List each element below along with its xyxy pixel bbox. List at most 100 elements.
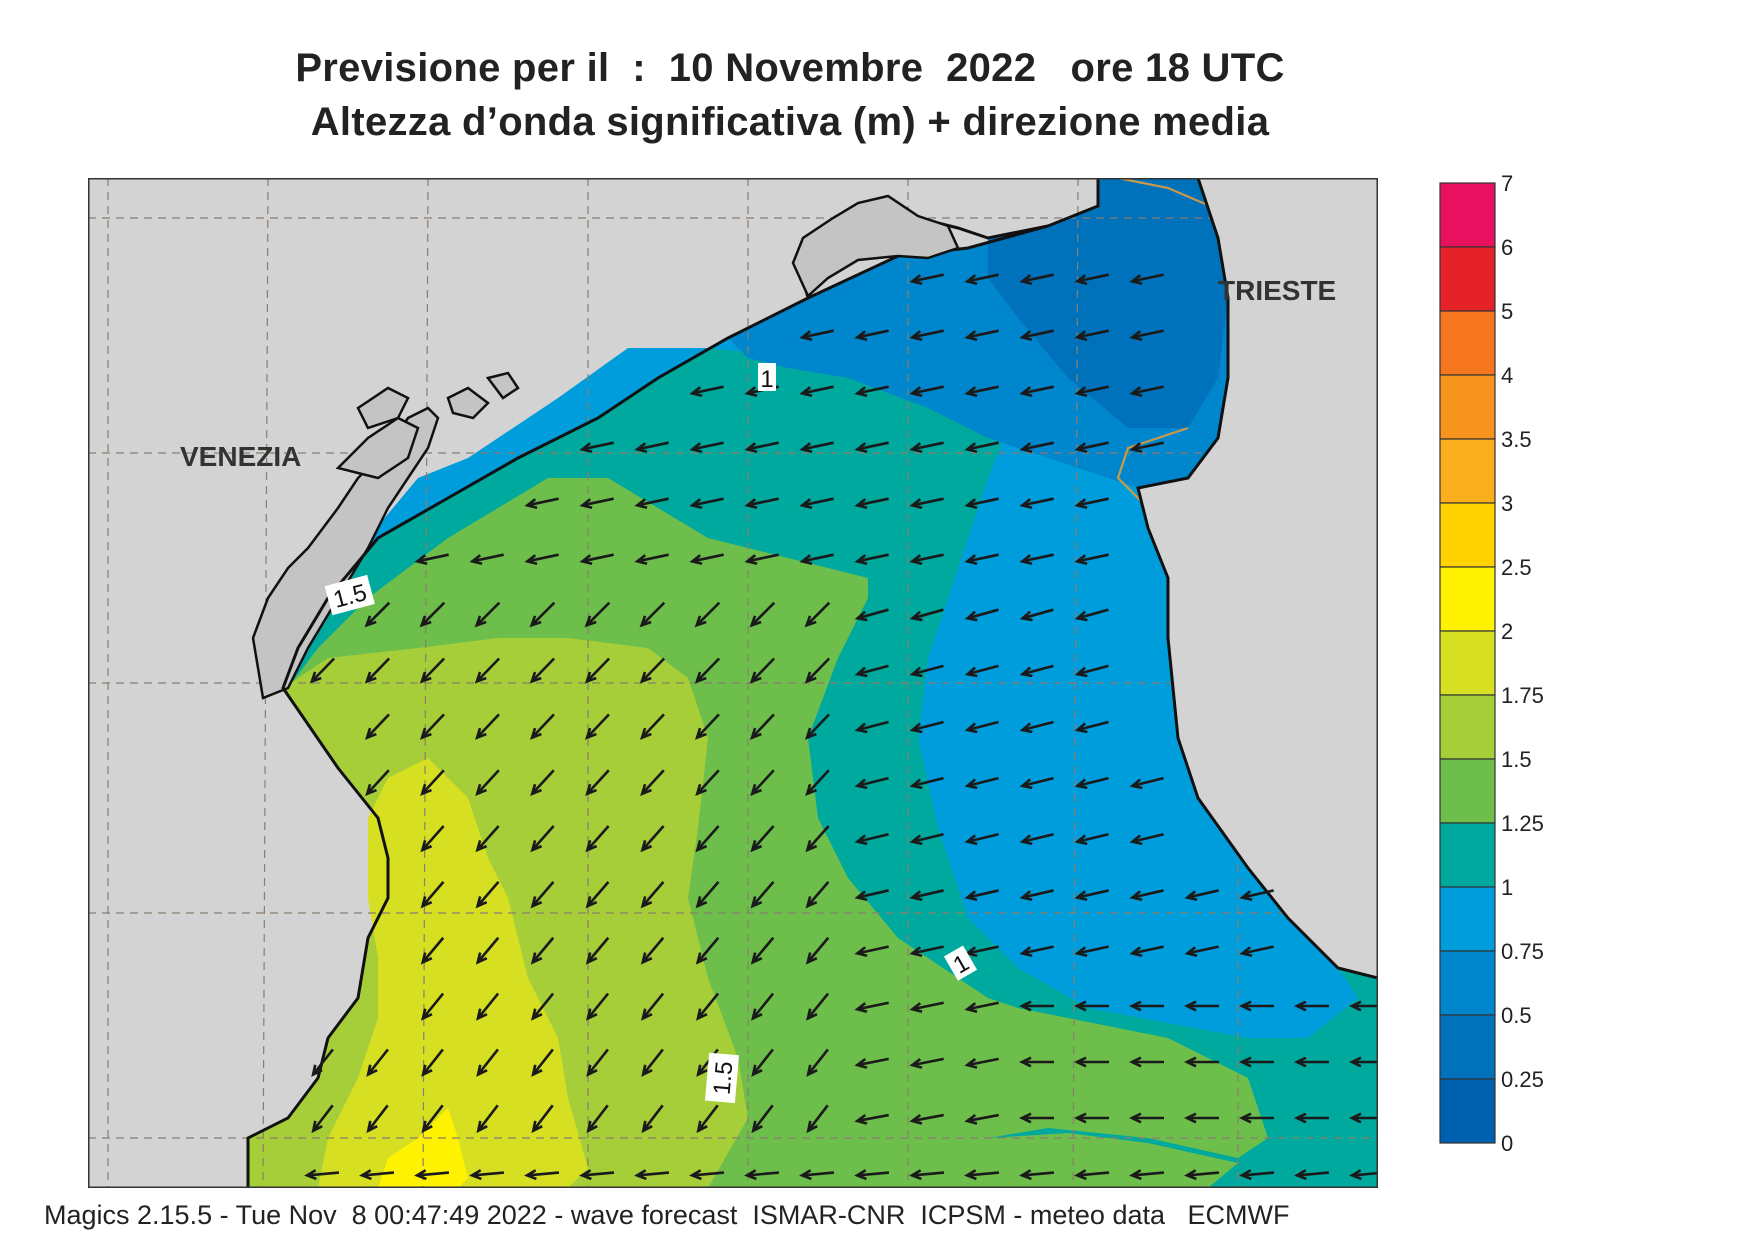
wave-arrow	[854, 1057, 889, 1069]
wave-arrow	[964, 889, 999, 902]
wave-arrow	[964, 385, 999, 397]
wave-arrow	[1129, 889, 1164, 902]
wave-arrow	[584, 713, 610, 740]
wave-arrow	[1349, 1169, 1378, 1181]
legend-swatch	[1439, 374, 1496, 440]
legend-swatch	[1439, 758, 1496, 824]
wave-arrow	[640, 881, 665, 909]
wave-arrow	[744, 553, 779, 565]
wave-arrow	[476, 992, 500, 1021]
wave-arrow	[419, 601, 446, 628]
wave-arrow	[1074, 497, 1109, 509]
wave-arrow	[750, 769, 775, 797]
city-label-trieste: TRIESTE	[1218, 275, 1336, 306]
wave-arrow	[531, 1048, 554, 1077]
wave-arrow	[531, 1104, 554, 1134]
wave-arrow	[909, 273, 944, 285]
wave-arrow	[909, 441, 944, 453]
map-frame	[88, 178, 1378, 1188]
wave-arrow	[1294, 1000, 1329, 1012]
wave-arrow	[744, 441, 779, 453]
wave-arrow	[366, 1104, 389, 1134]
wave-arrow	[639, 713, 665, 740]
wave-arrow	[909, 1113, 944, 1125]
wave-arrow	[1019, 329, 1054, 341]
wave-arrow	[1129, 833, 1164, 846]
wave-arrow	[806, 992, 830, 1021]
wave-arrow	[1074, 385, 1109, 397]
wave-arrow	[1074, 945, 1109, 958]
wave-arrow	[640, 825, 665, 853]
wave-arrow	[805, 825, 830, 853]
wave-arrow	[529, 713, 555, 740]
wave-arrow	[1074, 1112, 1109, 1124]
wave-arrow	[1129, 329, 1164, 341]
wave-arrow	[1019, 441, 1054, 453]
wave-arrow	[964, 664, 999, 678]
contour-label-text: 1.5	[709, 1060, 739, 1096]
wave-arrow	[799, 441, 834, 453]
contour-band-lime	[318, 758, 588, 1188]
wave-arrow	[695, 936, 720, 965]
wave-arrow	[1129, 441, 1164, 453]
legend-label: 1.75	[1501, 683, 1544, 708]
wave-arrow	[421, 992, 445, 1021]
wave-arrow	[854, 664, 889, 678]
coastline	[246, 178, 1100, 1188]
wave-arrow	[364, 657, 391, 684]
wave-arrow	[799, 1169, 835, 1181]
wave-arrow	[641, 1104, 664, 1134]
wave-arrow	[585, 769, 610, 797]
wave-arrow	[579, 553, 614, 565]
wave-arrow	[640, 769, 665, 797]
wave-arrow	[419, 657, 446, 684]
legend-swatch	[1439, 694, 1496, 760]
legend-swatch	[1439, 1014, 1496, 1080]
wave-arrow	[1074, 273, 1109, 285]
legend-label: 6	[1501, 235, 1513, 260]
wave-arrow	[474, 713, 500, 740]
wave-arrow	[304, 1169, 340, 1181]
wave-arrow	[640, 936, 665, 965]
wave-arrow	[584, 657, 611, 684]
legend-label: 3	[1501, 491, 1513, 516]
wave-arrow	[750, 881, 775, 909]
wave-arrow	[420, 881, 445, 909]
wave-arrow	[1074, 664, 1109, 678]
wave-arrow	[1019, 608, 1054, 622]
wave-arrow	[799, 553, 834, 565]
wave-arrow	[694, 657, 721, 684]
wave-arrow	[806, 1104, 829, 1134]
wave-arrow	[1129, 1112, 1164, 1124]
wave-arrow	[805, 881, 830, 909]
legend-labels: 7 6 5 4 3.5 3 2.5 2 1.75 1.5 1.25 1 0.75 0.5 0.25 0	[1501, 175, 1544, 1155]
wave-arrow	[1074, 720, 1109, 734]
legend-swatch	[1439, 630, 1496, 696]
wave-arrow	[586, 1048, 609, 1077]
legend-label: 2.5	[1501, 555, 1532, 580]
wave-arrow	[744, 1169, 780, 1181]
wave-arrow	[531, 992, 555, 1021]
wave-arrow	[751, 1048, 774, 1077]
wave-arrow	[1349, 1112, 1378, 1124]
wave-arrow	[1019, 720, 1054, 734]
contour-label-1-north: 1	[758, 363, 776, 393]
wave-arrow	[964, 441, 999, 453]
wave-arrow	[804, 657, 831, 684]
wave-arrow	[1184, 1112, 1219, 1124]
wave-arrow	[585, 881, 610, 909]
wave-arrow	[854, 553, 889, 565]
wave-arrow	[469, 1169, 505, 1181]
wave-arrow	[366, 1048, 389, 1077]
legend-swatch	[1439, 438, 1496, 504]
legend-swatch	[1439, 822, 1496, 888]
wave-arrow	[744, 497, 779, 509]
istria-land	[1138, 178, 1378, 978]
wave-arrow	[854, 776, 889, 790]
wave-arrow	[909, 1057, 944, 1069]
wave-arrow	[530, 769, 555, 797]
wave-arrow	[749, 713, 775, 740]
wave-arrow	[695, 825, 720, 853]
wave-arrow	[689, 553, 724, 565]
wave-arrow	[909, 608, 944, 622]
